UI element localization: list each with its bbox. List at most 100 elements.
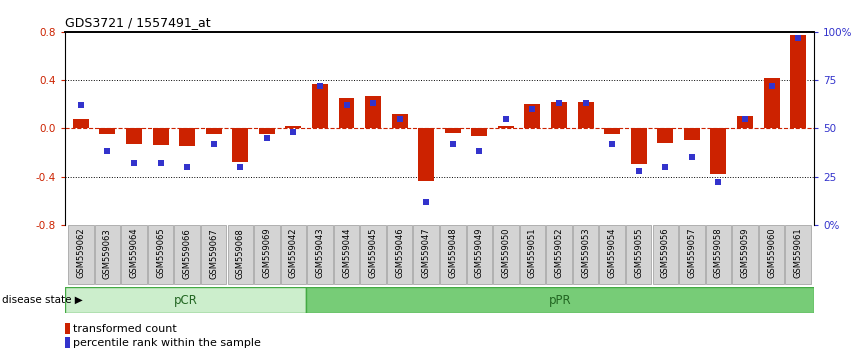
Text: GSM559043: GSM559043 [315,228,325,279]
FancyBboxPatch shape [360,225,386,284]
Text: GSM559062: GSM559062 [76,228,86,279]
FancyBboxPatch shape [440,225,466,284]
Bar [206,128,222,135]
Point [446,141,460,147]
Text: GSM559051: GSM559051 [528,228,537,278]
Bar [445,128,461,133]
Bar [65,337,69,348]
Text: GSM559058: GSM559058 [714,228,723,279]
FancyBboxPatch shape [467,225,492,284]
Bar [498,126,514,128]
Point [685,154,699,160]
Point [180,164,194,170]
Point [632,168,646,173]
Bar [179,128,195,147]
FancyBboxPatch shape [148,225,173,284]
FancyBboxPatch shape [520,225,546,284]
FancyBboxPatch shape [201,225,226,284]
Point [233,164,247,170]
Text: GSM559063: GSM559063 [103,228,112,279]
Point [499,116,513,121]
Text: GSM559069: GSM559069 [262,228,271,279]
Bar [152,128,169,145]
Point [605,141,619,147]
Bar [790,35,806,128]
Text: GSM559061: GSM559061 [793,228,803,279]
Bar [710,128,727,174]
Bar [73,119,89,128]
FancyBboxPatch shape [759,225,785,284]
FancyBboxPatch shape [68,225,94,284]
FancyBboxPatch shape [333,225,359,284]
Bar [100,128,115,135]
Point [419,199,433,205]
Bar [232,128,249,162]
Text: percentile rank within the sample: percentile rank within the sample [73,338,261,348]
FancyBboxPatch shape [281,225,307,284]
Text: GSM559045: GSM559045 [369,228,378,278]
FancyBboxPatch shape [572,225,598,284]
Text: GSM559048: GSM559048 [449,228,457,279]
Bar [365,96,381,128]
Point [207,141,221,147]
FancyBboxPatch shape [679,225,705,284]
Text: pCR: pCR [173,293,197,307]
Text: GSM559065: GSM559065 [156,228,165,279]
Point [473,149,487,154]
FancyBboxPatch shape [785,225,811,284]
Point [392,116,406,121]
FancyBboxPatch shape [174,225,200,284]
Bar [65,287,306,313]
Text: GSM559067: GSM559067 [210,228,218,279]
Text: GSM559054: GSM559054 [608,228,617,278]
Bar [418,128,434,181]
Bar [339,98,354,128]
Bar [286,126,301,128]
Point [287,129,301,135]
FancyBboxPatch shape [94,225,120,284]
Text: GSM559057: GSM559057 [688,228,696,279]
FancyBboxPatch shape [228,225,253,284]
Bar [391,114,408,128]
Point [578,101,592,106]
Text: pPR: pPR [548,293,572,307]
Point [553,101,566,106]
FancyBboxPatch shape [121,225,146,284]
FancyBboxPatch shape [653,225,678,284]
Text: GSM559052: GSM559052 [554,228,564,278]
Text: GSM559059: GSM559059 [740,228,749,278]
Point [712,179,726,185]
Bar [684,128,700,141]
Bar [306,287,814,313]
Text: GSM559046: GSM559046 [395,228,404,279]
Bar [126,128,142,144]
Point [100,149,114,154]
Bar [737,116,753,128]
Text: GSM559047: GSM559047 [422,228,430,279]
Text: GSM559053: GSM559053 [581,228,590,279]
Point [260,135,274,141]
FancyBboxPatch shape [254,225,280,284]
FancyBboxPatch shape [387,225,412,284]
FancyBboxPatch shape [413,225,439,284]
FancyBboxPatch shape [706,225,731,284]
Text: GSM559066: GSM559066 [183,228,191,279]
Text: transformed count: transformed count [73,324,177,334]
Point [313,83,326,89]
Point [765,83,779,89]
FancyBboxPatch shape [493,225,519,284]
Bar [471,128,488,136]
Point [792,35,805,40]
Point [526,106,540,112]
FancyBboxPatch shape [626,225,651,284]
Text: GSM559044: GSM559044 [342,228,351,278]
Text: GSM559060: GSM559060 [767,228,776,279]
Bar [630,128,647,165]
Text: GSM559055: GSM559055 [634,228,643,278]
Text: GSM559050: GSM559050 [501,228,510,278]
Bar [551,102,567,128]
Bar [525,104,540,128]
Point [127,160,141,166]
Bar [764,78,779,128]
Bar [578,102,593,128]
